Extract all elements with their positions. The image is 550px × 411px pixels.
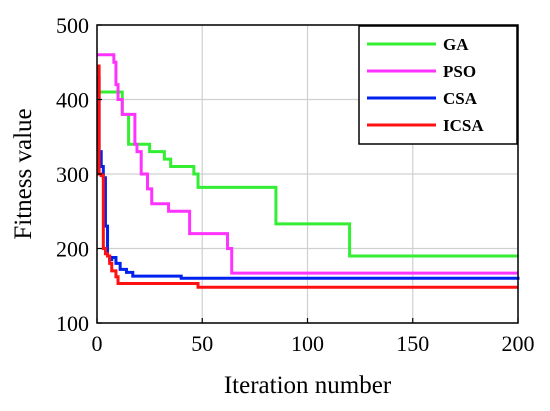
x-axis-title: Iteration number (224, 372, 392, 399)
x-tick-label: 150 (396, 331, 429, 356)
legend: GA PSO CSA ICSA (358, 25, 518, 145)
series-line-csa (97, 75, 520, 280)
x-tick-label: 100 (291, 331, 324, 356)
x-tick-label: 50 (191, 331, 213, 356)
y-tick-label: 100 (56, 311, 89, 336)
series-line-pso (97, 53, 518, 275)
y-tick-label: 400 (56, 88, 89, 113)
y-tick-label: 500 (56, 13, 89, 38)
y-tick-label: 200 (56, 237, 89, 262)
legend-label-pso: PSO (443, 62, 476, 81)
series-line-icsa (97, 64, 518, 289)
series-lines (97, 53, 520, 289)
x-tick-label: 0 (92, 331, 103, 356)
y-tick-label: 300 (56, 162, 89, 187)
legend-label-ga: GA (443, 35, 469, 54)
x-tick-label: 200 (502, 331, 535, 356)
axis-ticks: 0 50 100 150 200 100 200 300 400 500 (56, 13, 535, 356)
legend-label-csa: CSA (443, 89, 478, 108)
y-axis-title: Fitness value (10, 108, 37, 239)
legend-label-icsa: ICSA (443, 116, 484, 135)
